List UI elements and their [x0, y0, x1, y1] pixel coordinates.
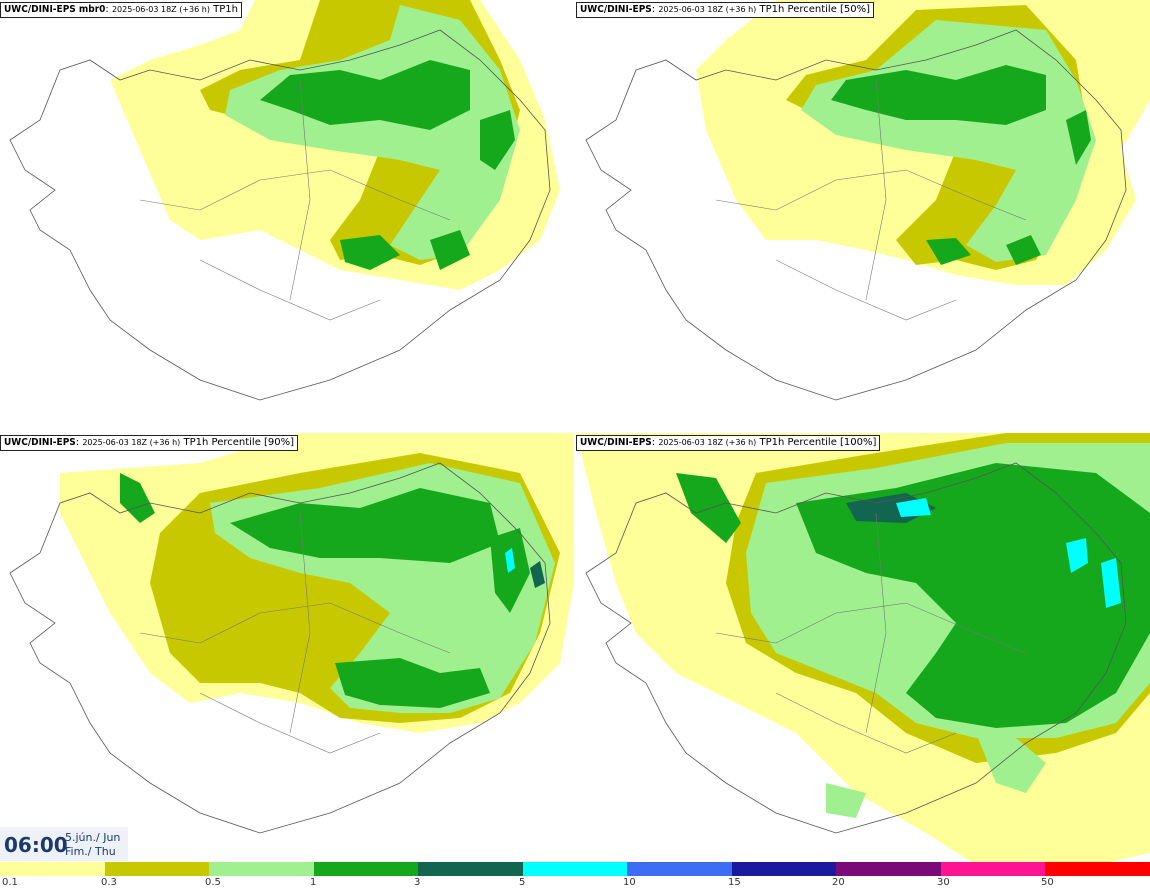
colorbar-segment: [627, 862, 732, 876]
panel-field: TP1h: [213, 4, 238, 15]
colorbar-segment: [731, 862, 837, 876]
precip-map-p50: [585, 0, 1150, 401]
colorbar-tick-label: 0.1: [2, 877, 18, 888]
map-panel-p100: UWC/DINI-EPS: 2025-06-03 18Z (+36 h) TP1…: [576, 433, 1150, 865]
valid-date: 5.jún./ Jun: [65, 831, 121, 844]
precip-map-p100: [576, 433, 1150, 865]
panel-title: UWC/DINI-EPS: 2025-06-03 18Z (+36 h) TP1…: [0, 435, 299, 451]
valid-weekday: Fim./ Thu: [65, 845, 116, 858]
colorbar-tick-label: 0.5: [205, 877, 221, 888]
panel-model: UWC/DINI-EPS: [4, 437, 76, 448]
map-panel-p90: UWC/DINI-EPS: 2025-06-03 18Z (+36 h) TP1…: [0, 433, 574, 865]
panel-run: 2025-06-03 18Z (+36 h): [82, 438, 181, 447]
colorbar-tick-label: 5: [519, 877, 526, 888]
colorbar-segment: [209, 862, 314, 876]
colorbar-tick-label: 1: [310, 877, 317, 888]
panel-title: UWC/DINI-EPS: 2025-06-03 18Z (+36 h) TP1…: [576, 2, 875, 18]
panel-title: UWC/DINI-EPS mbr0: 2025-06-03 18Z (+36 h…: [0, 2, 242, 18]
panel-run: 2025-06-03 18Z (+36 h): [658, 438, 757, 447]
colorbar-ticks: 0.1 0.3 0.5 1 3 5 10 15 20 30 50: [0, 877, 1150, 891]
colorbar-tick-label: 15: [728, 877, 741, 888]
panel-run: 2025-06-03 18Z (+36 h): [111, 5, 210, 14]
panel-title: UWC/DINI-EPS: 2025-06-03 18Z (+36 h) TP1…: [576, 435, 881, 451]
colorbar-tick-label: 0.3: [101, 877, 117, 888]
valid-time-box: 06:00 5.jún./ Jun Fim./ Thu: [0, 827, 128, 861]
map-panel-member0: UWC/DINI-EPS mbr0: 2025-06-03 18Z (+36 h…: [0, 0, 574, 432]
panel-field: TP1h Percentile [90%]: [183, 437, 295, 448]
colorbar-segment: [313, 862, 419, 876]
colorbar-tick-label: 20: [832, 877, 845, 888]
panel-run: 2025-06-03 18Z (+36 h): [658, 5, 757, 14]
colorbar-tick-label: 30: [937, 877, 950, 888]
colorbar-segment: [522, 862, 628, 876]
panel-separator: [574, 0, 576, 862]
colorbar-segment: [836, 862, 941, 876]
colorbar: [0, 862, 1150, 876]
panel-field: TP1h Percentile [100%]: [759, 437, 877, 448]
precip-map-member0: [9, 0, 560, 401]
colorbar-tick-label: 10: [623, 877, 636, 888]
colorbar-segment: [418, 862, 523, 876]
colorbar-segment: [940, 862, 1046, 876]
panel-model: UWC/DINI-EPS: [580, 4, 652, 15]
colorbar-segment: [1045, 862, 1150, 876]
colorbar-segment: [104, 862, 210, 876]
colorbar-tick-label: 3: [414, 877, 421, 888]
map-panel-p50: UWC/DINI-EPS: 2025-06-03 18Z (+36 h) TP1…: [576, 0, 1150, 432]
precip-map-p90: [9, 433, 574, 834]
panel-model: UWC/DINI-EPS mbr0: [4, 4, 106, 15]
panel-field: TP1h Percentile [50%]: [759, 4, 871, 15]
colorbar-tick-label: 50: [1041, 877, 1054, 888]
colorbar-segment: [0, 862, 105, 876]
valid-time: 06:00: [4, 833, 68, 857]
panel-model: UWC/DINI-EPS: [580, 437, 652, 448]
